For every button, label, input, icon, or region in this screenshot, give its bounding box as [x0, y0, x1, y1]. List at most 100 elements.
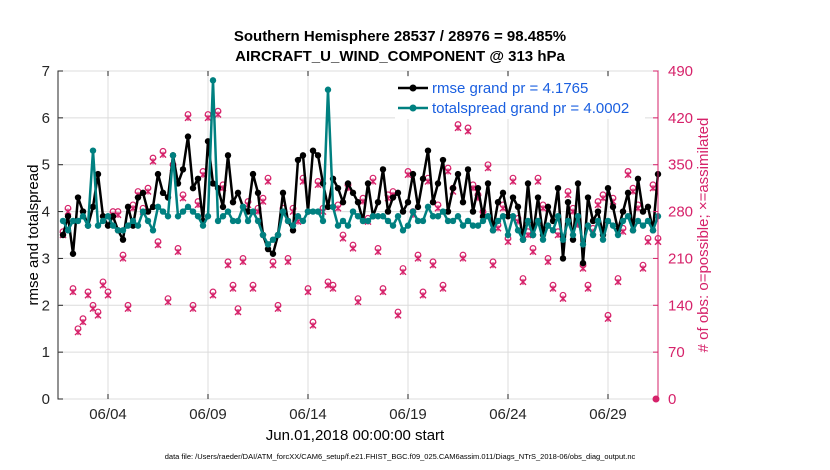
totalspread-point: [239, 203, 247, 211]
totalspread-point: [554, 213, 562, 220]
rmse-point: [569, 236, 577, 243]
rmse-point: [299, 152, 307, 159]
obs-assimilated-marker: [544, 258, 552, 266]
totalspread-point: [209, 77, 217, 84]
totalspread-point: [274, 231, 282, 239]
rmse-point: [194, 175, 202, 182]
x-tick-label: 06/29: [589, 406, 627, 423]
rmse-point: [399, 208, 407, 215]
rmse-point: [504, 213, 512, 220]
obs-assimilated-marker: [99, 281, 107, 289]
legend-marker-spread: [409, 104, 417, 112]
totalspread-point: [244, 217, 252, 225]
rmse-point: [209, 180, 217, 187]
y-tick-label-left: 7: [42, 63, 50, 80]
totalspread-point: [284, 217, 292, 225]
rmse-point: [604, 184, 612, 192]
rmse-point: [159, 189, 167, 197]
totalspread-point: [319, 217, 327, 225]
x-tick-label: 06/14: [289, 406, 327, 423]
y-tick-label-right: 210: [668, 250, 693, 267]
obs-assimilated-marker: [154, 241, 162, 249]
rmse-point: [309, 147, 317, 154]
totalspread-point: [349, 208, 357, 215]
totalspread-point: [589, 231, 597, 239]
totalspread-point: [579, 241, 587, 248]
obs-assimilated-marker: [159, 151, 167, 159]
rmse-point: [609, 203, 617, 211]
totalspread-point: [304, 208, 312, 215]
obs-assimilated-marker: [309, 321, 317, 329]
totalspread-point: [59, 217, 67, 225]
totalspread-point: [229, 217, 237, 225]
totalspread-point: [199, 222, 207, 229]
obs-assimilated-marker: [644, 238, 652, 246]
rmse-point: [179, 166, 187, 173]
rmse-point: [264, 245, 272, 253]
rmse-point: [564, 199, 572, 206]
rmse-point: [104, 222, 112, 229]
totalspread-point: [514, 227, 522, 234]
rmse-point: [509, 194, 517, 201]
totalspread-point: [104, 213, 112, 220]
totalspread-point: [384, 217, 392, 225]
rmse-point: [224, 152, 232, 159]
totalspread-point: [389, 222, 397, 229]
rmse-point: [139, 189, 147, 197]
totalspread-point: [124, 222, 132, 229]
rmse-point: [234, 189, 242, 197]
rmse-point: [444, 208, 452, 215]
totalspread-point: [569, 231, 577, 239]
totalspread-point: [114, 227, 122, 234]
obs-assimilated-marker: [459, 254, 467, 262]
totalspread-point: [499, 213, 507, 220]
totalspread-point: [309, 208, 317, 215]
rmse-point: [514, 203, 522, 211]
rmse-point: [64, 213, 72, 220]
totalspread-point: [404, 222, 412, 229]
totalspread-point: [254, 217, 262, 225]
obs-assimilated-marker: [434, 204, 442, 212]
obs-assimilated-marker: [304, 288, 312, 296]
totalspread-point: [609, 222, 617, 229]
obs-assimilated-marker: [614, 278, 622, 286]
totalspread-point: [149, 227, 157, 234]
obs-assimilated-marker: [489, 261, 497, 269]
obs-assimilated-marker: [274, 305, 282, 313]
totalspread-point: [224, 208, 232, 215]
totalspread-point: [614, 231, 622, 239]
totalspread-point: [179, 208, 187, 215]
rmse-point: [219, 203, 227, 211]
rmse-point: [624, 189, 632, 197]
obs-assimilated-marker: [394, 311, 402, 319]
obs-assimilated-marker: [269, 261, 277, 269]
legend-marker-rmse: [409, 84, 417, 92]
totalspread-point: [94, 222, 102, 229]
obs-assimilated-marker: [519, 278, 527, 286]
totalspread-point: [534, 217, 542, 225]
rmse-point: [589, 217, 597, 225]
rmse-point: [109, 213, 117, 220]
totalspread-point: [174, 213, 182, 220]
obs-assimilated-marker: [204, 114, 212, 122]
totalspread-point: [264, 241, 272, 248]
totalspread-point: [299, 217, 307, 225]
obs-assimilated-marker: [349, 244, 357, 252]
legend-box: [395, 77, 645, 119]
totalspread-point: [419, 217, 427, 225]
totalspread-point: [184, 203, 192, 211]
rmse-point: [119, 236, 127, 243]
totalspread-point: [369, 213, 377, 220]
y-axis-label-left: rmse and totalspread: [25, 165, 42, 306]
y-tick-label-left: 1: [42, 344, 50, 361]
rmse-point: [184, 133, 192, 140]
rmse-point: [644, 203, 652, 211]
obs-assimilated-marker: [79, 318, 87, 326]
y-tick-label-left: 0: [42, 391, 50, 408]
obs-assimilated-marker: [444, 167, 452, 175]
obs-assimilated-marker: [599, 194, 607, 202]
obs-assimilated-marker: [594, 201, 602, 209]
y-tick-label-right: 420: [668, 110, 693, 127]
obs-assimilated-marker: [379, 288, 387, 296]
footnote: data file: /Users/raeder/DAI/ATM_forcXX/…: [165, 452, 636, 461]
